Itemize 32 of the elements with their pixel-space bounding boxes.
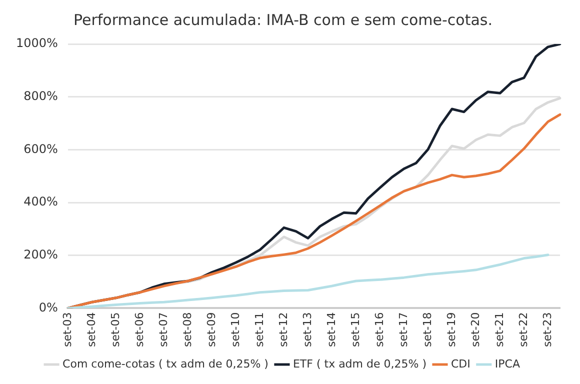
legend-label: Com come-cotas ( tx adm de 0,25% )	[62, 357, 268, 370]
x-tick-label: set-13	[300, 312, 314, 348]
x-tick-label: set-11	[252, 312, 266, 348]
x-tick-label: set-18	[420, 312, 434, 348]
x-tick-label: set-20	[468, 312, 482, 348]
x-tick-label: set-17	[396, 312, 410, 348]
y-tick-label: 200%	[24, 248, 58, 262]
x-tick-label: set-08	[180, 312, 194, 348]
x-tick-label: set-23	[540, 312, 554, 348]
y-tick-label: 800%	[24, 88, 58, 103]
legend-label: CDI	[450, 357, 470, 370]
x-tick-label: set-04	[84, 312, 98, 348]
x-tick-label: set-05	[108, 312, 122, 348]
chart-title: Performance acumulada: IMA-B com e sem come-cotas.	[74, 10, 492, 29]
x-tick-label: set-16	[372, 312, 386, 348]
y-tick-label: 1000%	[16, 36, 58, 50]
y-tick-label: 400%	[24, 194, 58, 209]
legend-label: IPCA	[494, 357, 520, 370]
y-tick-label: 600%	[24, 142, 58, 156]
x-tick-label: set-07	[156, 312, 170, 348]
y-tick-label: 0%	[38, 300, 58, 314]
legend-label: ETF ( tx adm de 0,25% )	[292, 357, 426, 370]
x-tick-label: set-10	[228, 312, 242, 348]
x-tick-label: set-03	[60, 312, 74, 348]
x-tick-label: set-22	[516, 312, 530, 348]
x-tick-label: set-12	[276, 312, 290, 348]
x-tick-label: set-15	[348, 312, 362, 348]
x-tick-label: set-21	[492, 312, 506, 348]
x-tick-label: set-09	[204, 312, 218, 348]
x-tick-label: set-19	[444, 312, 458, 348]
x-tick-label: set-06	[132, 312, 146, 348]
x-tick-label: set-14	[324, 312, 338, 348]
